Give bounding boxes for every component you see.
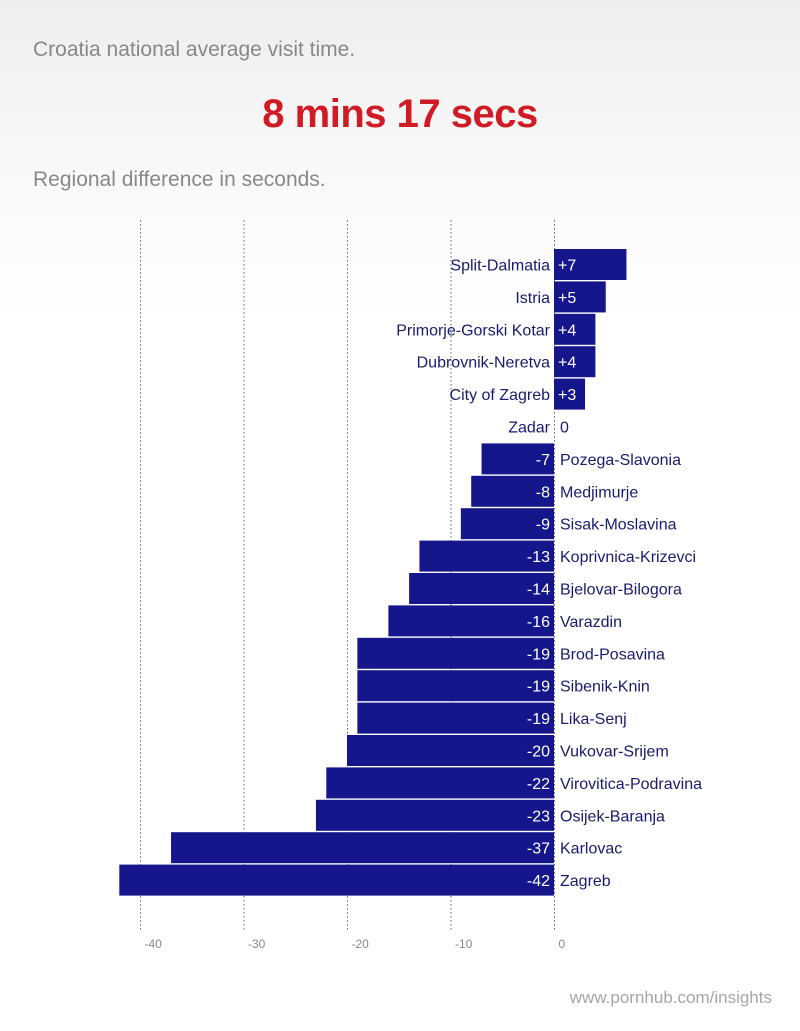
bar-category-label: Primorje-Gorski Kotar: [396, 322, 550, 339]
x-tick-label: -40: [145, 937, 163, 951]
bar-value-label: -16: [527, 614, 550, 631]
bar-category-label: Pozega-Slavonia: [560, 452, 681, 469]
bar-value-label: +4: [558, 355, 576, 372]
bar: [471, 475, 554, 507]
x-tick-label: -30: [248, 937, 266, 951]
bar-category-label: Sisak-Moslavina: [560, 517, 677, 534]
x-tick-label: -20: [352, 937, 370, 951]
bar-category-label: Brod-Posavina: [560, 646, 665, 663]
chart-subtitle: Regional difference in seconds.: [33, 168, 326, 191]
bar: [357, 670, 554, 702]
bar-category-label: Medjimurje: [560, 484, 638, 501]
bar-value-label: +5: [558, 290, 576, 307]
bar-category-label: Istria: [515, 290, 550, 307]
bar-value-label: -23: [527, 808, 550, 825]
bar-category-label: Zadar: [508, 420, 550, 437]
bar: [554, 378, 586, 410]
bar-category-label: Zagreb: [560, 873, 611, 890]
bar-category-label: City of Zagreb: [450, 387, 551, 404]
bar: [481, 443, 554, 475]
bar-value-label: -7: [536, 452, 550, 469]
bar: [388, 605, 554, 637]
bar-value-label: -19: [527, 711, 550, 728]
bar-value-label: -19: [527, 646, 550, 663]
bar-category-label: Karlovac: [560, 841, 622, 858]
bar-value-label: -13: [527, 549, 550, 566]
bar-value-label: -42: [527, 873, 550, 890]
x-axis-ticks: -40 -30 -20 -10 0: [145, 937, 566, 951]
bar-value-label: -22: [527, 776, 550, 793]
bar-value-label: +7: [558, 258, 576, 275]
bar-category-label: Virovitica-Podravina: [560, 776, 702, 793]
bar-category-label: Lika-Senj: [560, 711, 627, 728]
bar-value-label: -20: [527, 744, 550, 761]
bar: [357, 637, 554, 669]
bar-value-label: -37: [527, 841, 550, 858]
bar: [554, 281, 606, 313]
bar: [326, 767, 554, 799]
x-tick-label: -10: [455, 937, 473, 951]
bar-labels: +7 Split-Dalmatia +5 Istria +4 Primorje-Gorsk…: [396, 258, 702, 891]
bar-category-label: Vukovar-Srijem: [560, 744, 669, 761]
bar-category-label: Bjelovar-Bilogora: [560, 582, 682, 599]
bar: [315, 799, 554, 831]
bar: [554, 249, 627, 280]
bar-category-label: Split-Dalmatia: [450, 258, 550, 275]
bar-value-label: -19: [527, 679, 550, 696]
bar: [460, 508, 554, 540]
bar-value-label: -9: [536, 517, 550, 534]
bar: [409, 573, 554, 604]
bar: [554, 346, 596, 378]
bar-value-label: +3: [558, 387, 576, 404]
bar: [419, 540, 554, 572]
bar-category-label: Sibenik-Knin: [560, 679, 650, 696]
bar-value-label: -14: [527, 582, 550, 599]
bar-value-label: 0: [560, 420, 569, 437]
bars: [119, 249, 627, 896]
bar-value-label: -8: [536, 484, 550, 501]
headline-value: 8 mins 17 secs: [262, 92, 538, 136]
bar: [357, 702, 554, 734]
bar: [554, 313, 596, 345]
intro-text: Croatia national average visit time.: [33, 38, 356, 61]
source-watermark: www.pornhub.com/insights: [569, 988, 772, 1007]
bar-category-label: Dubrovnik-Neretva: [417, 355, 550, 372]
bar: [119, 864, 555, 896]
bar-value-label: +4: [558, 322, 576, 339]
bar-category-label: Koprivnica-Krizevci: [560, 549, 696, 566]
x-tick-label: 0: [559, 937, 566, 951]
bar: [171, 832, 555, 864]
bar-category-label: Osijek-Baranja: [560, 808, 665, 825]
bar: [347, 735, 554, 766]
bar-category-label: Varazdin: [560, 614, 622, 631]
